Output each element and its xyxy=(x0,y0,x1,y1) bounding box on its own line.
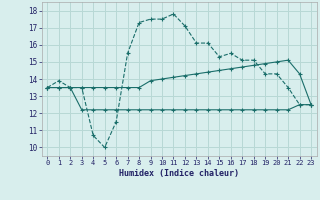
X-axis label: Humidex (Indice chaleur): Humidex (Indice chaleur) xyxy=(119,169,239,178)
